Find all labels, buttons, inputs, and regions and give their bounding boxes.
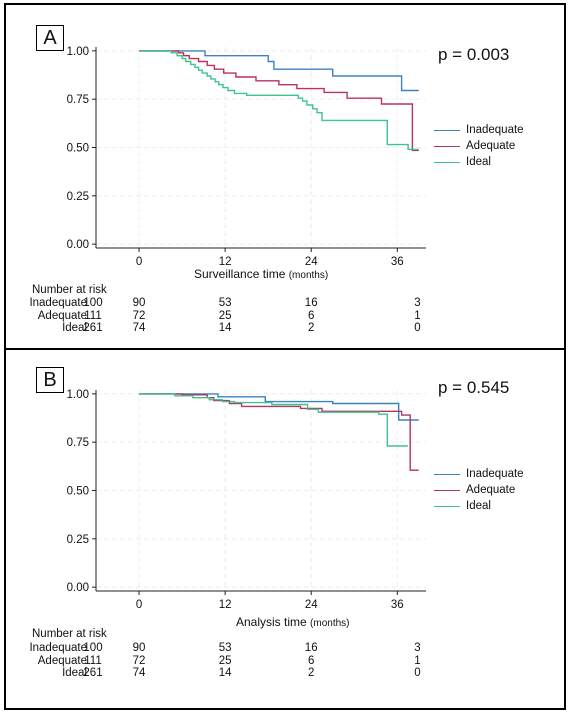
risk-count: 6 [308, 309, 315, 322]
legend-line-inadequate [434, 129, 460, 131]
panel-b-km-plot: 0.00 0.25 0.50 0.75 1.00 0 12 24 36 [67, 389, 426, 611]
panel-a-label: A [36, 25, 64, 51]
legend-item-inadequate: Inadequate [434, 122, 524, 138]
risk-count: 90 [132, 297, 146, 309]
panel-a-p-value: p = 0.003 [438, 45, 510, 64]
y-tick-label: 0.50 [67, 486, 89, 498]
risk-count: 14 [218, 667, 232, 679]
x-tick-label: 36 [391, 256, 404, 268]
risk-count: 90 [132, 642, 146, 654]
risk-count: 16 [304, 642, 318, 654]
risk-count: 74 [132, 667, 146, 679]
x-tick-label: 12 [219, 599, 232, 611]
risk-count-start: 261 [83, 322, 103, 334]
panel-a-x-axis-unit: (months) [288, 270, 329, 281]
y-tick-label: 0.25 [67, 191, 89, 203]
risk-count: 25 [218, 309, 232, 322]
y-tick-label: 0.00 [67, 582, 89, 594]
panel-a-x-axis-label: Surveillance time [194, 267, 286, 281]
panel-a-legend: Inadequate Adequate Ideal [434, 122, 524, 170]
legend-item-adequate: Adequate [434, 138, 524, 154]
panel-a-risk-title: Number at risk [32, 284, 107, 296]
legend-label-inadequate: Inadequate [466, 124, 524, 136]
risk-count: 53 [218, 297, 232, 309]
risk-count-start: 111 [84, 654, 102, 667]
risk-count: 0 [414, 322, 421, 334]
x-tick-label: 24 [305, 256, 318, 268]
risk-count: 3 [414, 297, 421, 309]
panel-b-x-axis-title: Analysis time (months) [236, 615, 349, 629]
panel-b-legend: Inadequate Adequate Ideal [434, 466, 524, 514]
y-tick-label: 1.00 [67, 389, 89, 401]
risk-count: 2 [308, 667, 315, 679]
km-curve-ideal [139, 50, 419, 151]
km-curve-ideal [139, 393, 409, 447]
y-tick-label: 0.50 [67, 143, 89, 155]
legend-line-ideal [434, 161, 460, 163]
panel-b-x-axis-unit: (months) [310, 618, 350, 629]
km-curve-adequate [139, 393, 419, 471]
legend-item-ideal: Ideal [434, 498, 524, 514]
legend-line-adequate [434, 145, 460, 147]
risk-row-label: Inadequate [29, 642, 87, 654]
risk-row-label: Adequate [37, 654, 87, 667]
y-tick-label: 0.00 [67, 239, 89, 251]
panel-a: A p = 0.003 0.00 0.25 0.50 0.75 1.00 0 12 24 36 … [4, 3, 566, 352]
legend-item-inadequate: Inadequate [434, 466, 524, 482]
panel-b-label: B [36, 367, 64, 393]
risk-row-label: Ideal [62, 322, 87, 334]
km-curve-adequate [139, 50, 419, 152]
risk-count-start: 261 [83, 667, 103, 679]
panel-b-x-axis-label: Analysis time [236, 615, 307, 629]
panel-b-p-value: p = 0.545 [438, 378, 510, 397]
x-tick-label: 0 [136, 599, 142, 611]
legend-label-inadequate: Inadequate [466, 468, 524, 480]
risk-count: 6 [308, 654, 315, 667]
risk-count: 2 [308, 322, 315, 334]
risk-count: 53 [218, 642, 232, 654]
risk-row-label: Adequate [37, 309, 87, 322]
legend-line-ideal [434, 505, 460, 507]
risk-count: 14 [218, 322, 232, 334]
y-tick-label: 0.75 [67, 94, 89, 106]
x-tick-label: 36 [391, 599, 404, 611]
risk-count: 74 [132, 322, 146, 334]
legend-label-adequate: Adequate [466, 484, 516, 496]
risk-count-start: 111 [84, 309, 102, 322]
risk-count: 72 [132, 309, 146, 322]
y-tick-label: 1.00 [67, 46, 89, 58]
risk-count: 72 [132, 654, 146, 667]
risk-count: 1 [414, 309, 421, 322]
panel-b: B p = 0.545 0.00 0.25 0.50 0.75 1.00 0 12 24 36 … [4, 348, 566, 710]
legend-label-ideal: Ideal [466, 500, 491, 512]
risk-row-label: Inadequate [29, 297, 87, 309]
panel-b-risk-title: Number at risk [32, 628, 107, 640]
y-tick-label: 0.25 [67, 534, 89, 546]
risk-count-start: 100 [83, 297, 103, 309]
panel-a-km-plot: 0.00 0.25 0.50 0.75 1.00 0 12 24 36 [67, 46, 426, 268]
risk-count: 16 [304, 297, 318, 309]
x-tick-label: 0 [136, 256, 142, 268]
panel-a-x-axis-title: Surveillance time (months) [194, 267, 328, 281]
risk-count-start: 100 [83, 642, 103, 654]
risk-row-label: Ideal [62, 667, 87, 679]
legend-label-adequate: Adequate [466, 140, 516, 152]
risk-count: 1 [414, 654, 421, 667]
risk-count: 25 [218, 654, 232, 667]
y-tick-label: 0.75 [67, 437, 89, 449]
legend-label-ideal: Ideal [466, 156, 491, 168]
risk-count: 0 [414, 667, 421, 679]
x-tick-label: 24 [305, 599, 318, 611]
legend-line-inadequate [434, 473, 460, 475]
x-tick-label: 12 [219, 256, 232, 268]
km-curve-inadequate [139, 50, 419, 92]
risk-count: 3 [414, 642, 421, 654]
legend-item-ideal: Ideal [434, 154, 524, 170]
legend-line-adequate [434, 489, 460, 491]
legend-item-adequate: Adequate [434, 482, 524, 498]
